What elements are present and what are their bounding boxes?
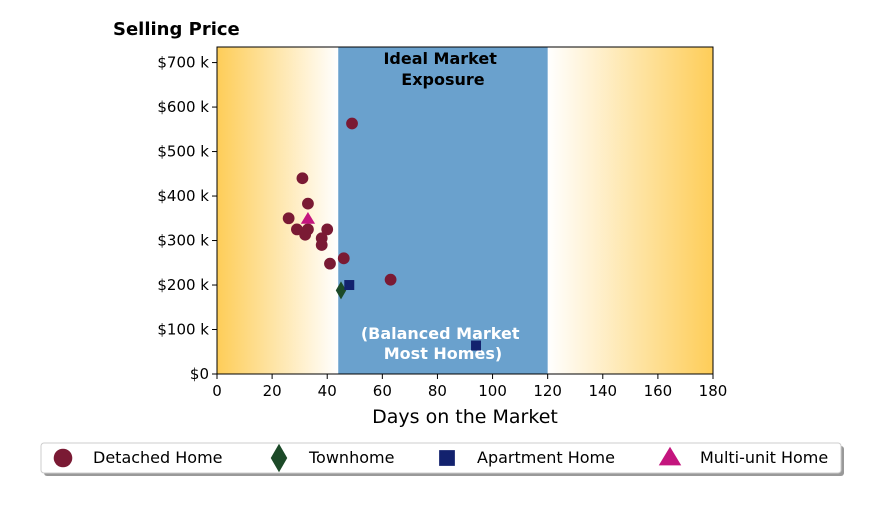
y-tick-label: $100 k xyxy=(157,321,209,339)
detached-home-point xyxy=(321,223,334,236)
legend-marker-detached-home xyxy=(53,448,73,468)
detached-home-point xyxy=(302,197,314,210)
x-tick-label: 20 xyxy=(263,382,282,400)
series-multi-unit-home xyxy=(300,212,316,224)
x-axis-title: Days on the Market xyxy=(372,406,558,428)
y-tick-label: $600 k xyxy=(157,98,209,116)
x-axis: 0 20 40 60 80 100 120 140 160 180 xyxy=(212,374,727,400)
x-tick-label: 120 xyxy=(533,382,562,400)
y-tick-label: $500 k xyxy=(157,143,209,161)
x-tick-label: 140 xyxy=(588,382,617,400)
legend-item-multi-unit-home: Multi-unit Home xyxy=(658,446,828,467)
band-bottom-label: (Balanced Market Most Homes) xyxy=(361,324,525,363)
axes: 0 20 40 60 80 100 120 140 160 180 $0 $100 k $200 k $3… xyxy=(157,46,727,400)
band-top-label: Ideal Market Exposure xyxy=(383,49,502,89)
detached-home-point xyxy=(346,117,358,130)
band-top-label-line-1: Ideal Market xyxy=(383,49,497,68)
series-townhome xyxy=(335,281,347,300)
detached-home-point xyxy=(315,239,328,251)
band-bottom-label-line-2: Most Homes) xyxy=(384,344,502,363)
plot-area xyxy=(217,47,713,374)
series-detached-home xyxy=(282,117,397,286)
ideal-exposure-band xyxy=(338,47,548,374)
detached-home-point xyxy=(282,212,295,225)
apartment-home-point xyxy=(344,280,355,291)
legend-item-detached-home: Detached Home xyxy=(53,448,223,468)
multi-unit-home-point xyxy=(300,212,316,224)
legend-label-multi-unit-home: Multi-unit Home xyxy=(700,448,828,467)
legend-marker-townhome xyxy=(270,443,288,473)
detached-home-point xyxy=(296,172,309,185)
legend-item-townhome: Townhome xyxy=(270,443,394,473)
detached-home-point xyxy=(384,273,397,286)
legend-items: Detached Home Townhome Apartment Home Multi… xyxy=(53,443,828,473)
legend-label-townhome: Townhome xyxy=(308,448,394,467)
x-tick-label: 60 xyxy=(373,382,392,400)
apartment-home-point xyxy=(471,340,482,351)
y-tick-label: $200 k xyxy=(157,276,209,294)
x-tick-label: 160 xyxy=(644,382,673,400)
background-left-gradient xyxy=(217,47,339,374)
x-tick-label: 180 xyxy=(699,382,728,400)
x-tick-label: 80 xyxy=(428,382,447,400)
detached-home-point xyxy=(337,252,350,265)
legend-marker-multi-unit-home xyxy=(658,446,682,466)
legend-item-apartment-home: Apartment Home xyxy=(439,448,615,467)
x-tick-label: 0 xyxy=(212,382,222,400)
legend-label-detached-home: Detached Home xyxy=(93,448,223,467)
y-tick-label: $700 k xyxy=(157,54,209,72)
detached-home-point xyxy=(324,257,336,270)
band-bottom-label-line-1: (Balanced Market xyxy=(361,324,520,343)
y-tick-label: $400 k xyxy=(157,187,209,205)
x-tick-label: 100 xyxy=(478,382,507,400)
series-apartment-home xyxy=(344,280,482,351)
plot-frame xyxy=(216,46,714,375)
background-right-gradient xyxy=(547,47,713,374)
y-tick-label: $0 xyxy=(190,365,209,383)
legend-marker-apartment-home xyxy=(439,450,455,466)
y-axis-title: Selling Price xyxy=(113,19,240,40)
detached-home-point xyxy=(299,228,312,241)
y-tick-label: $300 k xyxy=(157,232,209,250)
legend-label-apartment-home: Apartment Home xyxy=(477,448,615,467)
y-axis: $0 $100 k $200 k $300 k $400 k $500 k $600 k $7… xyxy=(157,54,217,383)
townhome-point xyxy=(335,281,347,300)
band-top-label-line-2: Exposure xyxy=(401,70,485,89)
data-marks xyxy=(282,117,482,351)
x-tick-label: 40 xyxy=(318,382,337,400)
legend: Detached Home Townhome Apartment Home Multi… xyxy=(40,442,844,476)
